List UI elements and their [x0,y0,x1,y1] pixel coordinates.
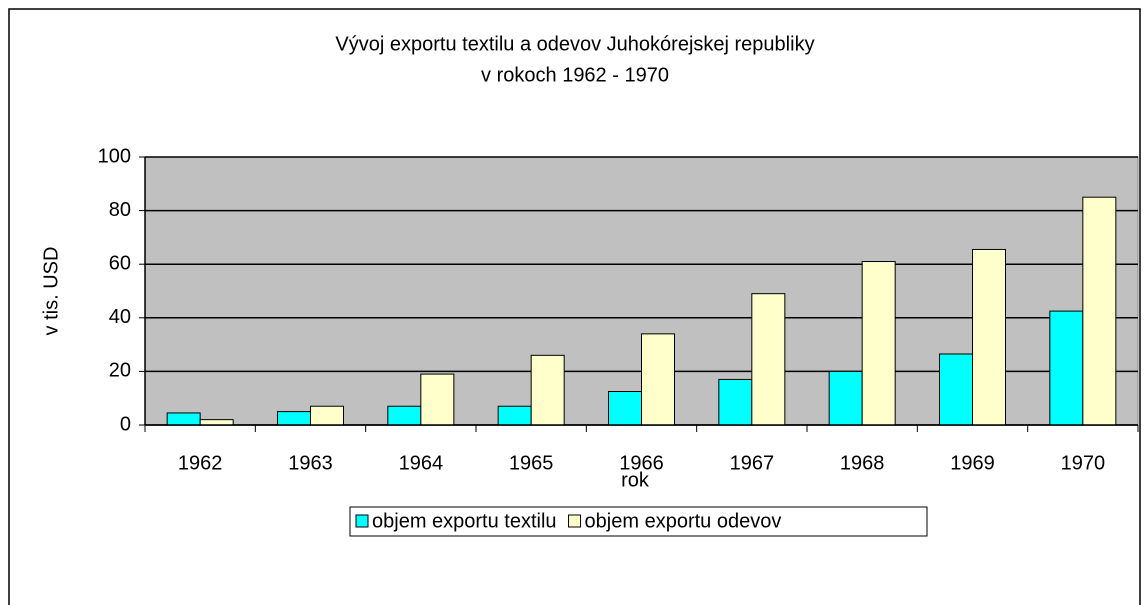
bar [641,333,675,426]
bar [310,405,344,426]
x-tick-label: 1970 [1061,452,1106,474]
y-axis-label: v tis. USD [40,247,62,336]
legend-box [349,506,928,537]
bar [972,248,1006,426]
y-tick-label: 20 [109,360,131,382]
bar [199,419,234,426]
bar [530,354,565,426]
chart-title: Vývoj exportu textilu a odevov Juhokórej… [335,33,814,55]
x-tick-label: 1966 [619,452,664,474]
bar [387,405,422,426]
bar [828,370,863,426]
x-tick-label: 1968 [840,452,885,474]
bar [1082,196,1117,426]
y-tick-label: 60 [109,252,131,274]
x-tick-label: 1962 [178,452,223,474]
x-tick-label: 1969 [950,452,995,474]
bar [497,405,532,426]
legend-swatch [568,514,582,528]
y-tick-label: 40 [109,306,131,328]
bar [751,293,786,426]
bar [277,411,311,426]
bar [718,378,753,426]
chart-title: v rokoch 1962 - 1970 [481,64,669,86]
x-axis-label: rok [621,469,650,491]
bar [861,261,896,426]
bar [420,373,455,426]
legend-label: objem exportu odevov [585,510,782,532]
x-tick-label: 1967 [730,452,775,474]
bar [1049,310,1084,426]
x-tick-label: 1964 [399,452,444,474]
legend-swatch [355,514,369,528]
y-tick-label: 80 [109,199,131,221]
x-tick-label: 1963 [288,452,333,474]
bar [166,412,201,426]
y-tick-label: 0 [120,413,131,435]
y-tick-label: 100 [98,145,131,167]
bar [608,391,642,426]
x-tick-label: 1965 [509,452,554,474]
legend-label: objem exportu textilu [372,510,557,532]
bar [939,353,973,426]
